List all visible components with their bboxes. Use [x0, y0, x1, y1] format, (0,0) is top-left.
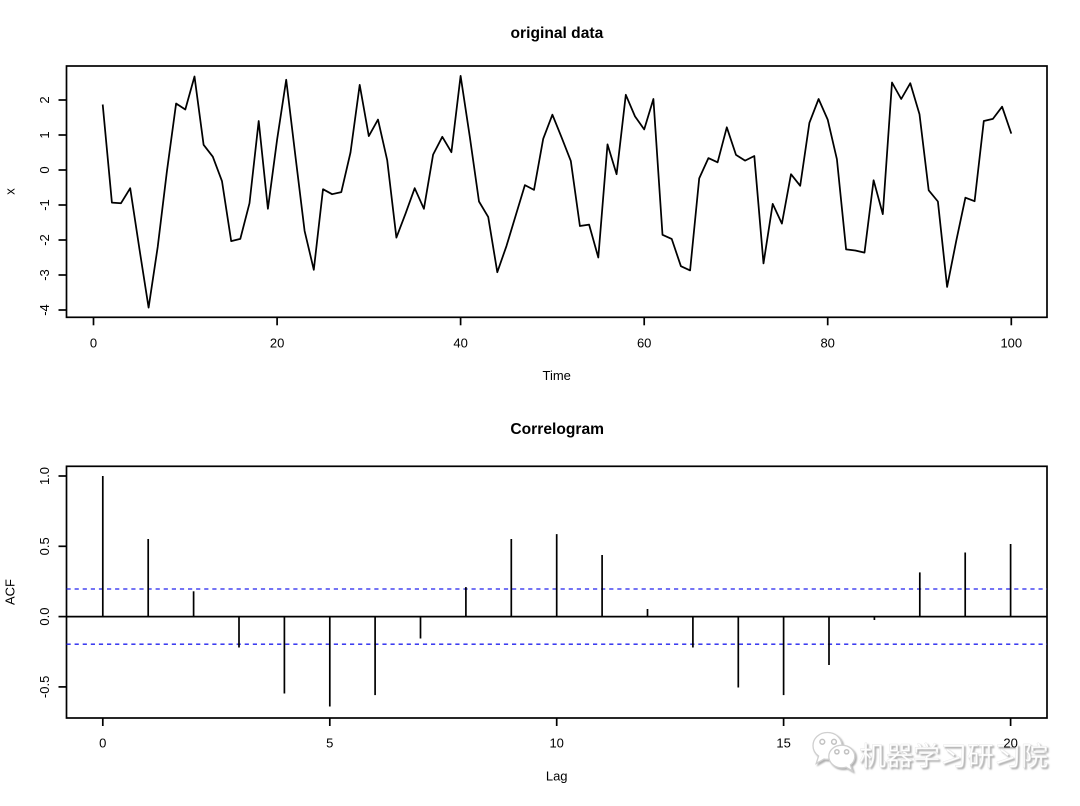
- svg-text:5: 5: [326, 736, 333, 751]
- svg-text:0: 0: [90, 336, 97, 351]
- svg-text:2: 2: [37, 96, 52, 103]
- svg-text:-0.5: -0.5: [37, 676, 52, 698]
- svg-text:-1: -1: [37, 199, 52, 211]
- svg-text:20: 20: [270, 336, 284, 351]
- svg-text:Correlogram: Correlogram: [510, 421, 604, 438]
- svg-text:-2: -2: [37, 234, 52, 246]
- svg-text:40: 40: [453, 336, 467, 351]
- svg-text:60: 60: [637, 336, 651, 351]
- svg-text:Lag: Lag: [546, 769, 568, 784]
- svg-text:x: x: [2, 188, 17, 195]
- svg-text:-3: -3: [37, 269, 52, 281]
- svg-text:1.0: 1.0: [37, 467, 52, 485]
- svg-text:Time: Time: [542, 368, 570, 383]
- svg-text:0: 0: [37, 166, 52, 173]
- svg-text:80: 80: [820, 336, 834, 351]
- svg-text:1: 1: [37, 131, 52, 138]
- svg-text:0.5: 0.5: [37, 537, 52, 555]
- svg-text:ACF: ACF: [3, 579, 18, 605]
- svg-text:0.0: 0.0: [37, 608, 52, 626]
- svg-text:original data: original data: [511, 25, 604, 42]
- svg-text:0: 0: [99, 736, 106, 751]
- svg-text:-4: -4: [37, 304, 52, 316]
- svg-text:10: 10: [549, 736, 563, 751]
- svg-text:20: 20: [1003, 736, 1017, 751]
- svg-text:100: 100: [1000, 336, 1022, 351]
- svg-text:15: 15: [776, 736, 790, 751]
